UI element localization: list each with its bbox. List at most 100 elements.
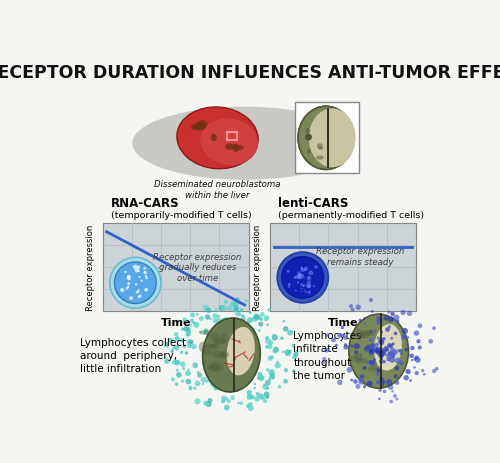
Circle shape (191, 344, 196, 350)
Circle shape (246, 394, 252, 400)
Circle shape (394, 358, 401, 364)
Circle shape (220, 318, 226, 324)
Ellipse shape (368, 366, 378, 372)
Circle shape (224, 405, 230, 411)
Circle shape (379, 359, 384, 364)
Circle shape (402, 328, 408, 334)
Circle shape (296, 350, 298, 353)
Circle shape (197, 373, 202, 378)
Circle shape (234, 307, 239, 312)
Circle shape (246, 405, 249, 408)
Ellipse shape (198, 121, 207, 130)
Circle shape (264, 392, 270, 397)
Circle shape (301, 288, 302, 290)
Circle shape (390, 347, 394, 352)
Circle shape (274, 363, 280, 369)
Circle shape (230, 301, 236, 307)
Circle shape (192, 321, 194, 324)
Circle shape (382, 380, 386, 384)
Ellipse shape (298, 107, 354, 170)
Circle shape (287, 330, 293, 336)
Text: (permanently-modified T cells): (permanently-modified T cells) (278, 210, 424, 219)
Text: Lymphocytes
infiltrate
throughout
the tumor: Lymphocytes infiltrate throughout the tu… (294, 331, 362, 380)
Circle shape (174, 360, 180, 366)
Circle shape (388, 344, 393, 349)
Circle shape (390, 312, 395, 316)
Circle shape (278, 385, 281, 389)
Circle shape (203, 305, 209, 311)
Circle shape (212, 384, 216, 388)
Circle shape (264, 316, 269, 321)
Circle shape (376, 320, 380, 325)
Circle shape (382, 337, 386, 341)
Circle shape (232, 319, 238, 324)
Text: Time: Time (160, 317, 191, 327)
Circle shape (266, 324, 268, 326)
Circle shape (295, 290, 296, 292)
Circle shape (378, 352, 384, 358)
Circle shape (138, 289, 140, 291)
Circle shape (266, 369, 270, 372)
Circle shape (294, 276, 296, 279)
Ellipse shape (307, 150, 310, 155)
Circle shape (237, 402, 240, 404)
Circle shape (398, 349, 401, 352)
Circle shape (190, 313, 195, 318)
Circle shape (388, 325, 391, 329)
Circle shape (376, 337, 380, 340)
Circle shape (300, 268, 304, 272)
Ellipse shape (356, 358, 368, 364)
Circle shape (197, 371, 200, 374)
Circle shape (366, 344, 370, 349)
Circle shape (376, 347, 380, 352)
Circle shape (220, 323, 225, 327)
Ellipse shape (305, 129, 310, 134)
Circle shape (335, 344, 338, 347)
Circle shape (283, 379, 288, 384)
Circle shape (376, 350, 380, 353)
Circle shape (188, 331, 191, 334)
Ellipse shape (349, 314, 408, 388)
Ellipse shape (374, 325, 402, 371)
Circle shape (300, 267, 303, 269)
Circle shape (379, 377, 384, 381)
Circle shape (369, 350, 372, 354)
Circle shape (369, 349, 373, 352)
Circle shape (186, 327, 191, 332)
Circle shape (204, 328, 208, 332)
Ellipse shape (204, 344, 216, 349)
Circle shape (306, 276, 311, 281)
Circle shape (250, 395, 255, 400)
Ellipse shape (318, 148, 323, 150)
Circle shape (180, 351, 184, 354)
Circle shape (166, 342, 168, 345)
Circle shape (364, 323, 366, 325)
Circle shape (232, 386, 237, 391)
Circle shape (331, 338, 336, 343)
Circle shape (182, 367, 185, 370)
Circle shape (284, 350, 290, 355)
Ellipse shape (220, 351, 229, 358)
Circle shape (375, 350, 380, 355)
Circle shape (385, 354, 388, 357)
Circle shape (185, 370, 190, 376)
Circle shape (216, 315, 220, 319)
Ellipse shape (349, 357, 360, 362)
Circle shape (265, 336, 269, 340)
Circle shape (304, 290, 305, 292)
Circle shape (254, 387, 256, 389)
Circle shape (127, 275, 131, 279)
Circle shape (386, 327, 390, 332)
Ellipse shape (221, 333, 227, 344)
Circle shape (381, 351, 386, 356)
Circle shape (196, 313, 199, 316)
Circle shape (360, 354, 362, 357)
Circle shape (392, 343, 394, 346)
Circle shape (282, 320, 285, 323)
Ellipse shape (360, 333, 366, 338)
Circle shape (389, 357, 395, 363)
Text: Lymphocytes collect
around  periphery,
little infiltration: Lymphocytes collect around periphery, li… (80, 337, 186, 373)
Circle shape (260, 318, 263, 321)
Circle shape (394, 381, 400, 385)
Circle shape (236, 298, 240, 302)
